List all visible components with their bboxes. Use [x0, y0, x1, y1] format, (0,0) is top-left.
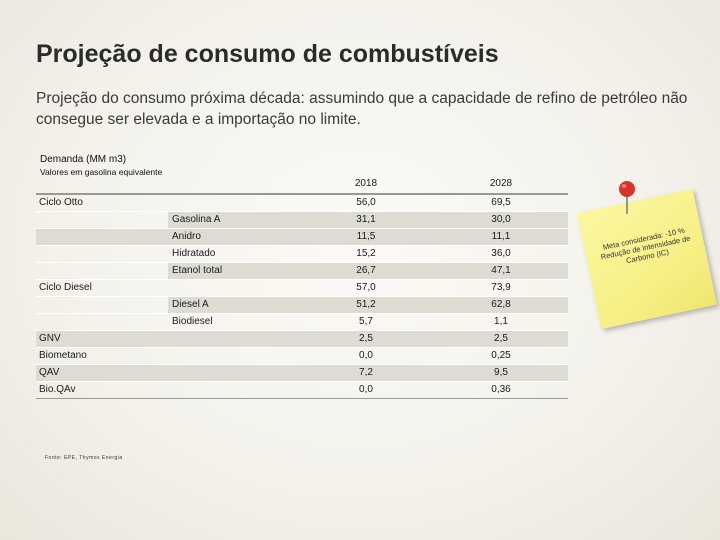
value-2028: 36,0: [491, 248, 511, 259]
slide-title: Projeção de consumo de combustíveis: [36, 40, 499, 68]
value-2028: 62,8: [491, 299, 511, 310]
value-2028: 0,25: [491, 350, 511, 361]
value-2018: 26,7: [356, 265, 376, 276]
table-row: Etanol total 26,7 47,1: [36, 263, 568, 280]
table-row: Gasolina A 31,1 30,0: [36, 212, 568, 229]
value-2018: 0,0: [359, 350, 373, 361]
slide-subtitle: Projeção do consumo próxima década: assu…: [36, 90, 688, 128]
table-header-row: 2018 2028: [36, 176, 568, 195]
row-item-label: Hidratado: [172, 248, 216, 259]
value-2028: 47,1: [491, 265, 511, 276]
row-item-label: Etanol total: [172, 265, 223, 276]
value-2018: 2,5: [359, 333, 373, 344]
table-caption-sub: Valores em gasolina equivalente: [40, 167, 163, 177]
value-2018: 57,0: [356, 282, 376, 293]
fuel-demand-table: 2018 2028 Ciclo Otto 56,0 69,5 Gasolina …: [36, 176, 568, 399]
value-2018: 7,2: [359, 367, 373, 378]
year-2018-header: 2018: [354, 178, 378, 189]
table-row: Diesel A 51,2 62,8: [36, 297, 568, 314]
table-row: Biometano 0,0 0,25: [36, 348, 568, 365]
table-row: Biodiesel 5,7 1,1: [36, 314, 568, 331]
sticky-note: Meta considerada: -10 % Redução de inten…: [577, 189, 717, 329]
value-2028: 0,36: [491, 384, 511, 395]
table-caption-main: Demanda (MM m3): [40, 154, 127, 165]
value-2018: 31,1: [356, 214, 376, 225]
value-2028: 73,9: [491, 282, 511, 293]
value-2028: 30,0: [491, 214, 511, 225]
value-2018: 0,0: [359, 384, 373, 395]
value-2028: 11,1: [491, 231, 511, 242]
row-group-label: Biometano: [39, 350, 87, 361]
value-2018: 5,7: [359, 316, 373, 327]
value-2028: 9,5: [494, 367, 508, 378]
value-2028: 2,5: [494, 333, 508, 344]
value-2028: 1,1: [494, 316, 508, 327]
source-note: Fonte: EPE, Thymos Energia: [45, 455, 123, 461]
row-item-label: Gasolina A: [172, 214, 221, 225]
table-row: Hidratado 15,2 36,0: [36, 246, 568, 263]
table-caption: Demanda (MM m3) Valores em gasolina equi…: [40, 154, 162, 178]
value-2018: 11,5: [356, 231, 376, 242]
value-2018: 56,0: [356, 197, 376, 208]
push-pin-icon: [619, 181, 635, 214]
row-group-label: Bio.QAv: [39, 384, 76, 395]
table-row: Bio.QAv 0,0 0,36: [36, 382, 568, 399]
table-row: Anidro 11,5 11,1: [36, 229, 568, 246]
table-row: GNV 2,5 2,5: [36, 331, 568, 348]
row-group-label: Ciclo Otto: [39, 197, 83, 208]
row-group-label: QAV: [39, 367, 60, 378]
row-group-label: GNV: [39, 333, 61, 344]
row-group-label: Ciclo Diesel: [39, 282, 92, 293]
sticky-note-text: Meta considerada: -10 % Redução de inten…: [599, 225, 692, 266]
table-row: Ciclo Otto 56,0 69,5: [36, 195, 568, 212]
table-row: QAV 7,2 9,5: [36, 365, 568, 382]
row-item-label: Anidro: [172, 231, 201, 242]
row-item-label: Biodiesel: [172, 316, 213, 327]
table-row: Ciclo Diesel 57,0 73,9: [36, 280, 568, 297]
year-2028-header: 2028: [489, 178, 513, 189]
value-2018: 51,2: [356, 299, 376, 310]
row-item-label: Diesel A: [172, 299, 209, 310]
value-2018: 15,2: [356, 248, 376, 259]
value-2028: 69,5: [491, 197, 511, 208]
